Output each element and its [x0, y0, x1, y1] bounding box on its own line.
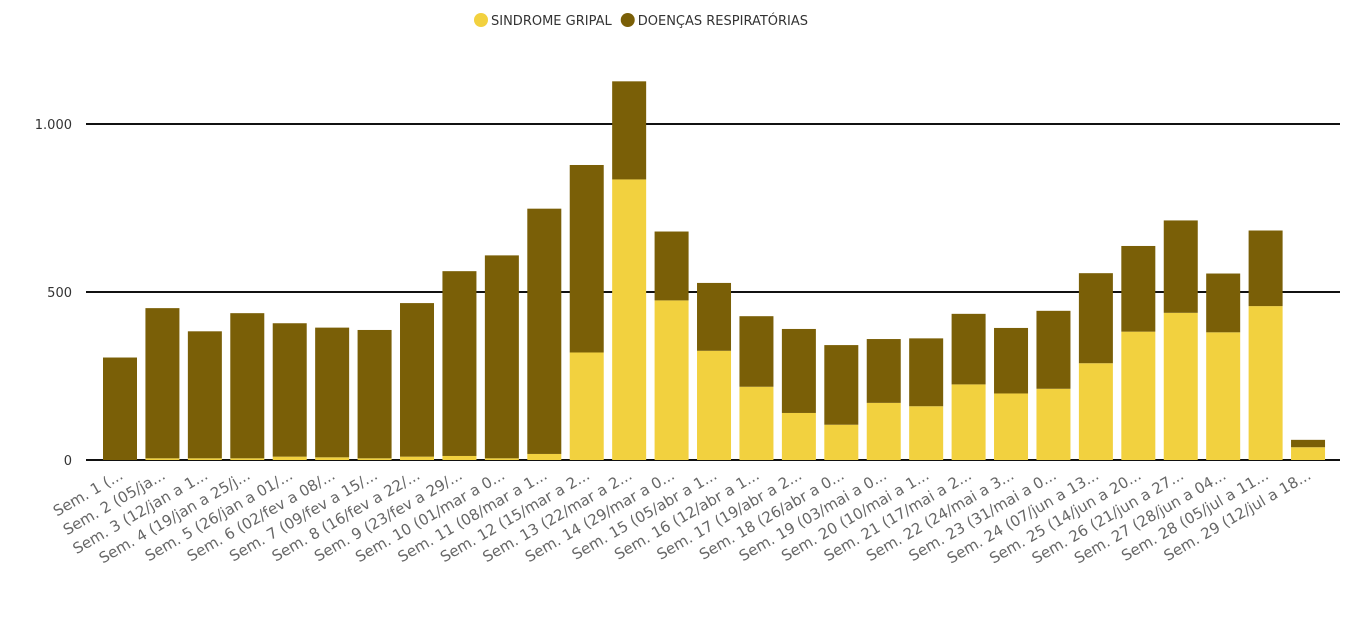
bar-sindrome-gripal[interactable]: [654, 300, 689, 460]
bar-sindrome-gripal[interactable]: [697, 350, 732, 460]
bar-doencas-respiratorias[interactable]: [951, 313, 986, 385]
bar-doencas-respiratorias[interactable]: [994, 327, 1029, 394]
bar-sindrome-gripal[interactable]: [272, 456, 307, 460]
bar-doencas-respiratorias[interactable]: [1291, 439, 1326, 448]
bar-doencas-respiratorias[interactable]: [357, 329, 392, 459]
bar-doencas-respiratorias[interactable]: [145, 308, 180, 459]
bar-sindrome-gripal[interactable]: [145, 458, 180, 460]
bar-doencas-respiratorias[interactable]: [1206, 273, 1241, 333]
bar-doencas-respiratorias[interactable]: [909, 338, 944, 407]
bar-sindrome-gripal[interactable]: [1078, 363, 1113, 460]
bar-doencas-respiratorias[interactable]: [866, 339, 901, 403]
y-axis: 0 500 1.000: [35, 118, 72, 469]
bar-sindrome-gripal[interactable]: [1163, 312, 1198, 460]
legend-swatch: [474, 13, 488, 27]
bar-doencas-respiratorias[interactable]: [569, 164, 604, 353]
bar-sindrome-gripal[interactable]: [442, 455, 477, 460]
y-tick-label: 1.000: [35, 118, 72, 133]
bar-sindrome-gripal[interactable]: [1121, 331, 1156, 460]
bar-sindrome-gripal[interactable]: [1206, 332, 1241, 460]
bar-doencas-respiratorias[interactable]: [824, 345, 859, 425]
legend: SINDROME GRIPAL DOENÇAS RESPIRATÓRIAS: [474, 13, 808, 29]
bar-sindrome-gripal[interactable]: [951, 384, 986, 460]
bar-doencas-respiratorias[interactable]: [739, 316, 774, 387]
bar-sindrome-gripal[interactable]: [994, 393, 1029, 460]
bars: [103, 81, 1326, 460]
bar-sindrome-gripal[interactable]: [569, 352, 604, 460]
x-axis: Sem. 1 (...Sem. 2 (05/ja...Sem. 3 (12/ja…: [50, 466, 1314, 568]
bar-doencas-respiratorias[interactable]: [272, 323, 307, 457]
bar-sindrome-gripal[interactable]: [866, 402, 901, 460]
bar-doencas-respiratorias[interactable]: [1163, 220, 1198, 313]
bar-doencas-respiratorias[interactable]: [103, 357, 137, 460]
bar-sindrome-gripal[interactable]: [1036, 388, 1071, 460]
bar-sindrome-gripal[interactable]: [1291, 447, 1326, 460]
bar-sindrome-gripal[interactable]: [484, 458, 519, 460]
bar-doencas-respiratorias[interactable]: [442, 271, 477, 456]
bar-sindrome-gripal[interactable]: [781, 412, 816, 460]
bar-doencas-respiratorias[interactable]: [1036, 310, 1071, 389]
bar-doencas-respiratorias[interactable]: [315, 327, 350, 458]
bar-sindrome-gripal[interactable]: [824, 424, 859, 460]
bar-doencas-respiratorias[interactable]: [1121, 245, 1156, 332]
bar-doencas-respiratorias[interactable]: [697, 282, 732, 351]
bar-sindrome-gripal[interactable]: [909, 406, 944, 460]
bar-sindrome-gripal[interactable]: [527, 453, 562, 460]
bar-doencas-respiratorias[interactable]: [1078, 273, 1113, 364]
y-tick-label: 0: [64, 454, 72, 469]
bar-doencas-respiratorias[interactable]: [527, 208, 562, 454]
bar-doencas-respiratorias[interactable]: [781, 328, 816, 413]
bar-sindrome-gripal[interactable]: [187, 458, 222, 460]
bar-doencas-respiratorias[interactable]: [484, 255, 519, 459]
legend-swatch: [620, 13, 635, 27]
legend-label[interactable]: DOENÇAS RESPIRATÓRIAS: [638, 13, 808, 29]
bar-doencas-respiratorias[interactable]: [1248, 230, 1283, 307]
bar-sindrome-gripal[interactable]: [230, 458, 265, 460]
bar-sindrome-gripal[interactable]: [612, 179, 647, 460]
bar-sindrome-gripal[interactable]: [739, 386, 774, 460]
bar-doencas-respiratorias[interactable]: [400, 303, 435, 457]
bar-doencas-respiratorias[interactable]: [187, 331, 222, 459]
legend-label[interactable]: SINDROME GRIPAL: [491, 14, 612, 29]
bar-sindrome-gripal[interactable]: [400, 456, 435, 460]
bar-sindrome-gripal[interactable]: [1248, 306, 1283, 460]
bar-doencas-respiratorias[interactable]: [612, 81, 647, 180]
bar-doencas-respiratorias[interactable]: [230, 313, 265, 459]
bar-sindrome-gripal[interactable]: [357, 458, 392, 460]
bar-sindrome-gripal[interactable]: [315, 457, 350, 460]
y-tick-label: 500: [47, 286, 72, 301]
bar-doencas-respiratorias[interactable]: [654, 231, 689, 301]
